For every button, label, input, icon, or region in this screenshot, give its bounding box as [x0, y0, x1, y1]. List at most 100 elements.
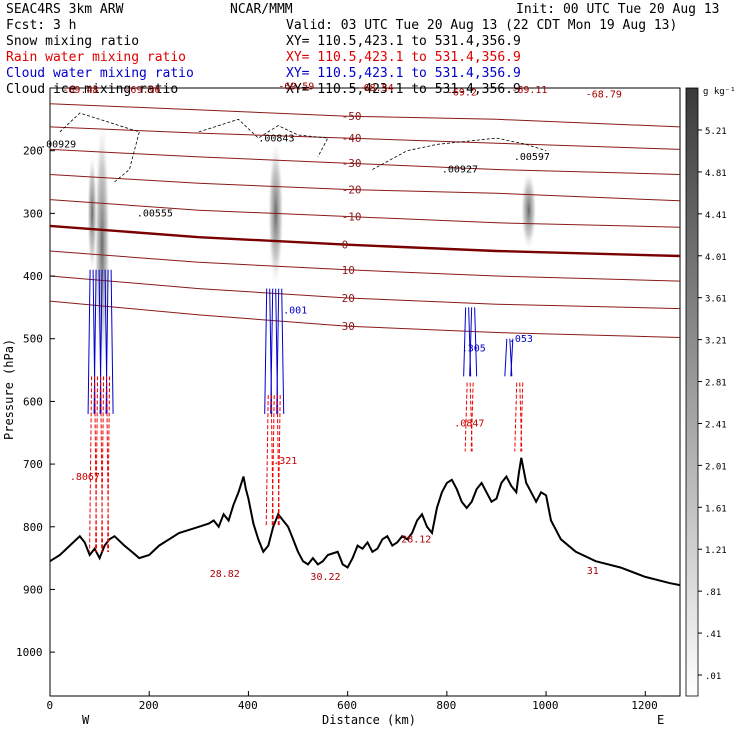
value-label-17: .8067 [70, 472, 100, 483]
cloudwater-col2-2 [270, 288, 274, 414]
value-label-12: .001 [283, 306, 307, 317]
value-label-4: -69.2 [447, 88, 477, 99]
field-xy-snow: XY= 110.5,423.1 to 531.4,356.9 [286, 34, 521, 49]
y-tick-label-800: 800 [23, 521, 43, 534]
value-label-1: -69.96 [124, 85, 160, 96]
colorbar-label-13: .01 [705, 672, 721, 682]
rain-col4-0 [514, 382, 518, 452]
colorbar-label-9: 1.61 [705, 504, 727, 514]
isotherm-label-10: 10 [342, 264, 355, 277]
rain-col4-1 [519, 382, 523, 452]
isotherm--20 [49, 174, 681, 202]
field-xy-rain: XY= 110.5,423.1 to 531.4,356.9 [286, 50, 521, 65]
rain-col1-2 [95, 376, 99, 552]
cloudwater-col3-0 [463, 307, 467, 377]
value-label-13: .305 [462, 343, 486, 354]
isotherm--30 [49, 148, 681, 175]
isotherm--10 [49, 199, 681, 228]
rain-col1-4 [101, 376, 105, 552]
isotherm-0 [49, 224, 681, 258]
valid-time: Valid: 03 UTC Tue 20 Aug 13 (22 CDT Mon … [286, 18, 677, 33]
colorbar-label-12: .41 [705, 630, 721, 640]
isotherm-label-0: 0 [342, 239, 349, 252]
value-label-14: .053 [509, 334, 533, 345]
isotherm-label--10: -10 [342, 210, 362, 223]
x-axis-right-end: E [657, 713, 664, 727]
isotherm-label-30: 30 [342, 320, 355, 333]
value-label-2: -69.59 [278, 81, 314, 92]
x-tick-label-1200: 1200 [631, 699, 658, 712]
value-label-6: -68.79 [586, 89, 622, 100]
colorbar-label-4: 3.61 [705, 295, 727, 305]
cloudwater-col1-0 [87, 269, 91, 414]
isotherm-label--20: -20 [342, 184, 362, 197]
colorbar-label-10: 1.21 [705, 546, 727, 556]
colorbar-label-2: 4.41 [705, 211, 727, 221]
rain-col3-0 [464, 382, 468, 452]
model-title: SEAC4RS 3km ARW [6, 2, 124, 17]
field-name-snow: Snow mixing ratio [6, 34, 139, 49]
isotherm--40 [49, 126, 681, 150]
isotherm-label--30: -30 [342, 157, 362, 170]
rain-col2-2 [271, 395, 275, 527]
value-label-15: .0847 [454, 418, 484, 429]
rain-col3-1 [469, 382, 473, 452]
colorbar-label-6: 2.81 [705, 379, 727, 389]
y-tick-label-300: 300 [23, 207, 43, 220]
axes: 0 200 400 600 800 1000 12002003004005006007008… [16, 145, 658, 712]
y-tick-label-1000: 1000 [16, 646, 43, 659]
rain-col2-4 [277, 395, 281, 527]
value-label-16: .321 [273, 456, 297, 467]
rain-col2-0 [265, 395, 269, 527]
x-tick-label-200: 200 [139, 699, 159, 712]
cloudwater-col3-2 [469, 307, 473, 377]
field-name-cloudice: Cloud ice mixing ratio [6, 82, 178, 97]
y-tick-label-500: 500 [23, 333, 43, 346]
x-tick-label-1000: 1000 [532, 699, 559, 712]
isotherm--50 [49, 103, 681, 128]
colorbar-ticks: 5.21 4.81 4.41 4.01 3.61 3.21 2.81 2.41 2.01 1.61… [698, 127, 727, 682]
y-tick-label-200: 200 [23, 145, 43, 158]
value-label-5: -69.11 [511, 85, 547, 96]
colorbar-label-11: .81 [705, 588, 721, 598]
x-tick-label-400: 400 [238, 699, 258, 712]
x-tick-label-0: 0 [47, 699, 54, 712]
snow-plume-3 [87, 150, 98, 277]
cloudwater-col3-3 [474, 307, 478, 377]
plot-frame [49, 87, 681, 697]
colorbar-label-0: 5.21 [705, 127, 727, 137]
value-label-9: .00555 [137, 208, 173, 219]
colorbar-label-1: 4.81 [705, 169, 727, 179]
cloudwater-col4-2 [510, 338, 514, 377]
cloudice-outline-0 [59, 112, 140, 183]
colorbar: g kg⁻¹ 5.21 4.81 4.41 4.01 3.61 3.21 2.81 2.41 2… [685, 87, 736, 697]
snow-plume-2 [520, 169, 537, 251]
value-label-8: .00843 [258, 133, 294, 144]
field-xy-cloudwater: XY= 110.5,423.1 to 531.4,356.9 [286, 66, 521, 81]
terrain-profile [49, 457, 681, 587]
y-axis-label: Pressure (hPa) [2, 339, 16, 440]
colorbar-unit: g kg⁻¹ [703, 87, 736, 97]
center-title: NCAR/MMM [230, 2, 293, 17]
colorbar-label-8: 2.01 [705, 462, 727, 472]
isotherm-label--40: -40 [342, 132, 362, 145]
temperature-contours: -50 -40 -30 -20 -10 0 10 20 30 [49, 103, 681, 338]
isotherm-30 [49, 300, 681, 338]
value-label-11: .00597 [514, 152, 550, 163]
isotherm-label-20: 20 [342, 292, 355, 305]
colorbar-label-5: 3.21 [705, 337, 727, 347]
cloudwater-col2-5 [281, 288, 285, 414]
value-label-10: .00927 [442, 165, 478, 176]
cloudice-outline-1 [198, 118, 329, 158]
colorbar-label-3: 4.01 [705, 253, 727, 263]
field-xy-cloudice: XY= 110.5,423.1 to 531.4,356.9 [286, 82, 521, 97]
rain-col4-2 [520, 382, 524, 452]
value-label-3: -68.54 [358, 83, 394, 94]
value-label-7: .00929 [40, 140, 76, 151]
value-label-0: -69.48 [62, 85, 98, 96]
value-label-18: 28.82 [210, 569, 240, 580]
hydrometeor-contours [59, 112, 547, 552]
x-tick-label-600: 600 [337, 699, 357, 712]
field-name-cloudwater: Cloud water mixing ratio [6, 66, 194, 81]
